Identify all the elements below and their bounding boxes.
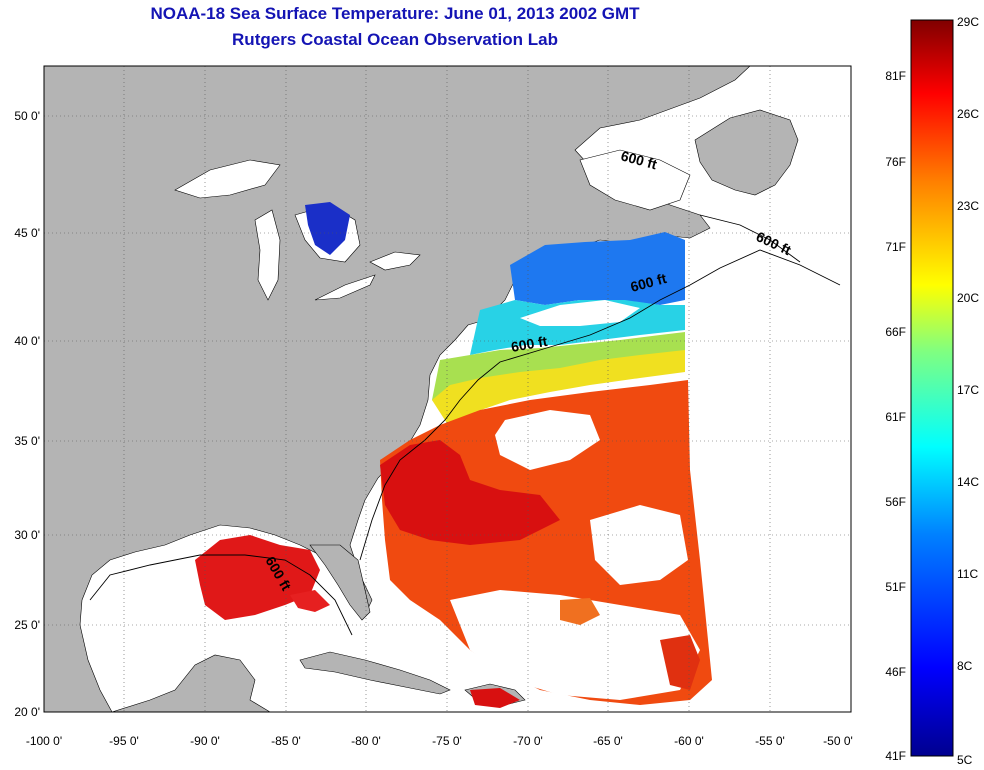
y-tick-label: 40 0' xyxy=(14,334,40,348)
map-title: NOAA-18 Sea Surface Temperature: June 01… xyxy=(150,4,640,23)
sst-gulf-of-maine xyxy=(510,232,685,305)
lake-erie xyxy=(314,274,376,301)
y-tick-label: 25 0' xyxy=(14,618,40,632)
lake-superior xyxy=(174,159,281,199)
x-tick-label: -80 0' xyxy=(351,734,381,748)
y-tick-label: 20 0' xyxy=(14,705,40,719)
sst-scatter-south-3 xyxy=(470,688,520,708)
colorbar-f-label: 46F xyxy=(885,665,906,679)
contour-600ft-gulf xyxy=(89,554,353,636)
colorbar-f-label: 61F xyxy=(885,410,906,424)
land-yucatan xyxy=(111,654,271,712)
x-tick-label: -90 0' xyxy=(190,734,220,748)
sst-clouds-atlantic xyxy=(495,410,600,470)
y-tick-label: 50 0' xyxy=(14,109,40,123)
contour-label: 600 ft xyxy=(510,333,549,355)
colorbar-f-label: 66F xyxy=(885,325,906,339)
lake-ontario xyxy=(369,251,421,271)
colorbar-f-label: 51F xyxy=(885,580,906,594)
y-tick-label: 30 0' xyxy=(14,528,40,542)
x-tick-label: -100 0' xyxy=(26,734,62,748)
contour-600ft-newfoundland xyxy=(699,214,801,263)
sst-clouds-atlantic-2 xyxy=(590,505,688,585)
sst-yellow-band xyxy=(432,350,685,428)
colorbar-f-label: 81F xyxy=(885,69,906,83)
lake-michigan xyxy=(254,209,281,301)
colorbar-c-label: 17C xyxy=(957,383,979,397)
y-tick-label: 45 0' xyxy=(14,226,40,240)
x-tick-label: -55 0' xyxy=(755,734,785,748)
colorbar-c-label: 14C xyxy=(957,475,979,489)
contour-600ft-atlantic xyxy=(359,249,841,561)
x-tick-label: -85 0' xyxy=(271,734,301,748)
sst-gulf-of-mexico xyxy=(195,535,320,620)
colorbar-c-label: 23C xyxy=(957,199,979,213)
colorbar-f-label: 56F xyxy=(885,495,906,509)
sst-clouds-caribbean xyxy=(450,590,700,700)
cloud-patch xyxy=(520,300,640,326)
colorbar-c-label: 8C xyxy=(957,659,973,673)
sst-scatter-south xyxy=(560,598,600,625)
sst-georgian-bay xyxy=(305,202,350,255)
land-newfoundland xyxy=(694,109,799,196)
colorbar-f-label: 41F xyxy=(885,749,906,763)
sst-gulf-of-mexico-2 xyxy=(290,590,330,612)
y-tick-label: 35 0' xyxy=(14,434,40,448)
gulf-st-lawrence xyxy=(579,149,691,211)
x-tick-label: -75 0' xyxy=(432,734,462,748)
colorbar-c-label: 29C xyxy=(957,15,979,29)
sst-scatter-south-2 xyxy=(660,635,700,690)
colorbar-c-label: 26C xyxy=(957,107,979,121)
colorbar-f-label: 71F xyxy=(885,240,906,254)
plot-border xyxy=(43,65,852,713)
x-tick-label: -65 0' xyxy=(593,734,623,748)
x-tick-label: -60 0' xyxy=(674,734,704,748)
colorbar xyxy=(910,19,954,757)
colorbar-c-label: 11C xyxy=(957,567,978,581)
x-tick-label: -95 0' xyxy=(109,734,139,748)
colorbar-c-label: 5C xyxy=(957,753,973,767)
x-tick-label: -70 0' xyxy=(513,734,543,748)
colorbar-f-label: 76F xyxy=(885,155,906,169)
land-florida xyxy=(309,544,371,621)
x-tick-label: -50 0' xyxy=(823,734,853,748)
land-cuba xyxy=(299,651,451,695)
map-subtitle: Rutgers Coastal Ocean Observation Lab xyxy=(232,30,558,49)
grid-lines xyxy=(44,66,851,712)
sst-warm-core xyxy=(380,440,560,545)
colorbar-c-label: 20C xyxy=(957,291,979,305)
